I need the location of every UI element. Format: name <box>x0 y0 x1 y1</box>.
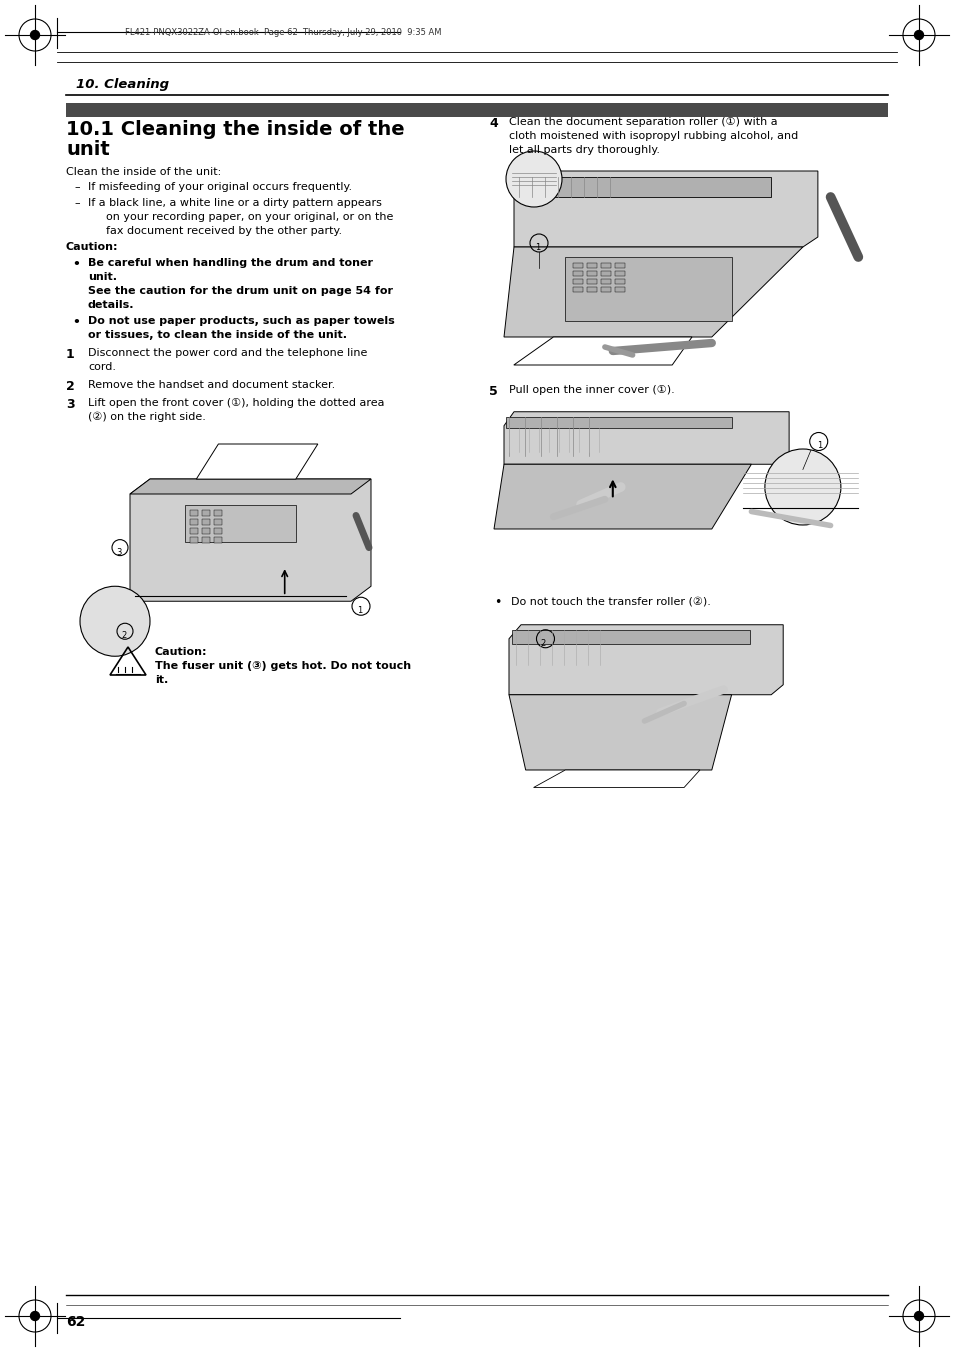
Bar <box>190 528 198 534</box>
Bar <box>202 509 210 516</box>
Text: cord.: cord. <box>88 362 116 372</box>
Text: 10.1 Cleaning the inside of the: 10.1 Cleaning the inside of the <box>66 120 404 139</box>
Bar <box>600 286 611 292</box>
Circle shape <box>80 586 150 657</box>
Text: 2: 2 <box>121 631 126 640</box>
Polygon shape <box>503 247 802 336</box>
Circle shape <box>505 151 561 207</box>
Text: 10. Cleaning: 10. Cleaning <box>76 78 169 91</box>
Bar <box>190 536 198 543</box>
Polygon shape <box>509 624 782 694</box>
Bar <box>573 286 582 292</box>
Text: –: – <box>74 199 79 208</box>
Text: cloth moistened with isopropyl rubbing alcohol, and: cloth moistened with isopropyl rubbing a… <box>509 131 798 141</box>
Polygon shape <box>509 694 731 770</box>
Circle shape <box>30 1312 39 1320</box>
Text: Do not use paper products, such as paper towels: Do not use paper products, such as paper… <box>88 316 395 326</box>
Bar <box>615 280 624 284</box>
Text: 3: 3 <box>66 399 74 411</box>
Text: (②) on the right side.: (②) on the right side. <box>88 412 206 423</box>
Bar <box>615 286 624 292</box>
Text: •: • <box>494 596 501 609</box>
Bar <box>202 519 210 524</box>
Bar <box>587 286 597 292</box>
Bar <box>514 177 771 197</box>
Bar <box>185 505 295 542</box>
Polygon shape <box>533 770 700 788</box>
Polygon shape <box>514 172 817 247</box>
Bar <box>573 272 582 276</box>
Bar <box>587 280 597 284</box>
Polygon shape <box>514 336 691 365</box>
Text: unit: unit <box>66 141 110 159</box>
Text: •: • <box>71 258 80 272</box>
Text: 1: 1 <box>66 349 74 361</box>
Text: details.: details. <box>88 300 134 309</box>
Bar <box>587 272 597 276</box>
Text: –: – <box>74 182 79 192</box>
Circle shape <box>764 449 840 526</box>
Text: unit.: unit. <box>88 272 117 282</box>
Bar <box>600 280 611 284</box>
Text: fax document received by the other party.: fax document received by the other party… <box>106 226 342 236</box>
Text: or tissues, to clean the inside of the unit.: or tissues, to clean the inside of the u… <box>88 330 347 340</box>
Circle shape <box>914 1312 923 1320</box>
Text: Lift open the front cover (①), holding the dotted area: Lift open the front cover (①), holding t… <box>88 399 384 408</box>
Bar <box>600 263 611 267</box>
Text: Clean the inside of the unit:: Clean the inside of the unit: <box>66 168 221 177</box>
Bar <box>190 509 198 516</box>
Text: 1: 1 <box>817 442 821 450</box>
Polygon shape <box>503 412 788 465</box>
Bar <box>190 519 198 524</box>
Text: Pull open the inner cover (①).: Pull open the inner cover (①). <box>509 385 674 394</box>
Bar <box>214 509 222 516</box>
Text: Remove the handset and document stacker.: Remove the handset and document stacker. <box>88 380 335 390</box>
Text: 1: 1 <box>356 607 362 615</box>
Text: 2: 2 <box>66 380 74 393</box>
Text: See the caution for the drum unit on page 54 for: See the caution for the drum unit on pag… <box>88 286 393 296</box>
Bar <box>214 528 222 534</box>
Bar <box>587 263 597 267</box>
Bar <box>512 630 749 644</box>
Polygon shape <box>494 465 751 530</box>
Bar <box>214 519 222 524</box>
Text: 1: 1 <box>535 243 539 253</box>
Text: it.: it. <box>154 676 168 685</box>
Text: 2: 2 <box>540 639 545 647</box>
Bar <box>202 528 210 534</box>
Bar <box>565 257 731 322</box>
Bar <box>214 536 222 543</box>
Polygon shape <box>130 480 371 601</box>
Circle shape <box>30 31 39 39</box>
Text: let all parts dry thoroughly.: let all parts dry thoroughly. <box>509 145 659 155</box>
Bar <box>573 263 582 267</box>
Text: Be careful when handling the drum and toner: Be careful when handling the drum and to… <box>88 258 373 267</box>
Text: Do not touch the transfer roller (②).: Do not touch the transfer roller (②). <box>511 596 710 607</box>
Text: 3: 3 <box>116 547 121 557</box>
Text: If a black line, a white line or a dirty pattern appears: If a black line, a white line or a dirty… <box>88 199 381 208</box>
Bar <box>202 536 210 543</box>
Text: Caution:: Caution: <box>66 242 118 253</box>
Text: Caution:: Caution: <box>154 647 208 657</box>
Circle shape <box>914 31 923 39</box>
Bar <box>600 272 611 276</box>
Text: •: • <box>71 316 80 330</box>
Polygon shape <box>130 480 371 494</box>
Text: Disconnect the power cord and the telephone line: Disconnect the power cord and the teleph… <box>88 349 367 358</box>
Bar <box>66 103 887 118</box>
Bar <box>615 272 624 276</box>
Text: Clean the document separation roller (①) with a: Clean the document separation roller (①)… <box>509 118 777 127</box>
Text: on your recording paper, on your original, or on the: on your recording paper, on your origina… <box>106 212 393 222</box>
Text: 5: 5 <box>489 385 497 399</box>
Text: If misfeeding of your original occurs frequently.: If misfeeding of your original occurs fr… <box>88 182 352 192</box>
Text: 62: 62 <box>66 1315 85 1329</box>
Text: 4: 4 <box>489 118 497 130</box>
Bar <box>573 280 582 284</box>
Polygon shape <box>196 444 317 480</box>
Text: The fuser unit (③) gets hot. Do not touch: The fuser unit (③) gets hot. Do not touc… <box>154 661 411 671</box>
Bar <box>505 417 731 427</box>
Bar <box>615 263 624 267</box>
Text: FL421-PNQX3022ZA-OI-en.book  Page 62  Thursday, July 29, 2010  9:35 AM: FL421-PNQX3022ZA-OI-en.book Page 62 Thur… <box>125 28 441 36</box>
